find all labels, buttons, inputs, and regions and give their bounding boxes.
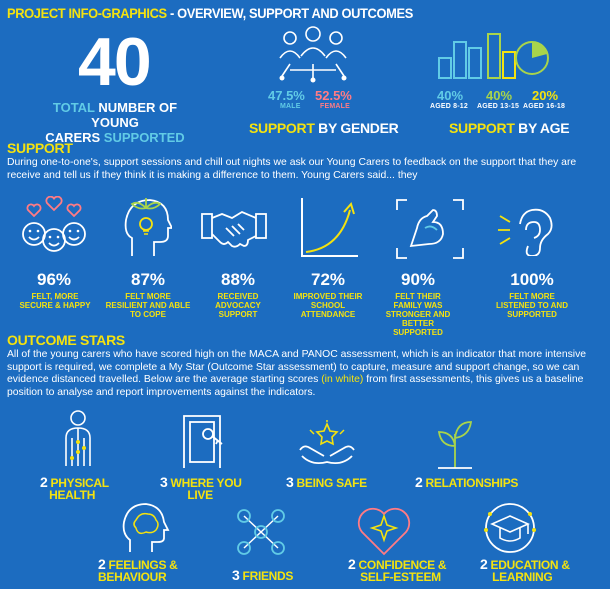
age-pct-1: 40%	[437, 88, 464, 103]
flexed-arm-icon	[396, 199, 464, 259]
star-label-6a: FRIENDS	[242, 569, 294, 583]
star-label-3a: BEING SAFE	[296, 476, 368, 490]
outcome-para-c: from first assessments, this gives us a …	[7, 374, 584, 398]
star-label-1a: PHYSICAL	[50, 476, 110, 490]
star-label-2a: WHERE YOU	[170, 476, 242, 490]
star-score-3: 3	[286, 474, 294, 490]
support-pct-5: 90%	[400, 270, 436, 289]
star-where-you-live: 3 WHERE YOU LIVE	[160, 474, 242, 502]
star-score-4: 2	[415, 474, 423, 490]
outcome-paragraph: All of the young carers who have scored …	[7, 349, 605, 399]
age-title: SUPPORT BY AGE	[449, 120, 570, 136]
head-plant-icon	[124, 198, 172, 256]
brain-head-icon	[122, 503, 170, 552]
support-label-5: FELT THEIR FAMILY WAS STRONGER AND BETTE…	[385, 292, 451, 337]
star-label-4a: RELATIONSHIPS	[425, 476, 519, 490]
age-pct-3: 20%	[532, 88, 559, 103]
graduation-cap-icon	[484, 503, 536, 553]
total-caption: TOTAL NUMBER OF YOUNG CARERS SUPPORTED	[35, 100, 195, 145]
star-education: 2 EDUCATION & LEARNING	[480, 556, 570, 584]
support-label-4: IMPROVED THEIR SCHOOL ATTENDANCE	[293, 292, 363, 319]
title-part-1: PROJECT INFO-GRAPHICS	[7, 5, 167, 21]
ear-icon	[498, 208, 553, 256]
support-pct-1: 96%	[36, 270, 72, 289]
body-icon	[65, 410, 91, 466]
star-score-8: 2	[480, 556, 488, 572]
age-title-b: BY AGE	[518, 120, 570, 136]
star-feelings-behaviour: 2 FEELINGS & BEHAVIOUR	[98, 556, 178, 584]
star-label-8b: LEARNING	[492, 570, 553, 584]
star-score-1: 2	[40, 474, 48, 490]
star-label-1b: HEALTH	[49, 488, 96, 502]
star-score-6: 3	[232, 567, 240, 583]
outcome-para-a: All of the young carers who have scored …	[7, 349, 587, 386]
star-label-5b: BEHAVIOUR	[98, 570, 167, 584]
star-being-safe: 3 BEING SAFE	[286, 474, 368, 490]
hands-star-icon	[299, 420, 355, 465]
title-part-2: - OVERVIEW, SUPPORT AND OUTCOMES	[166, 5, 413, 21]
support-label-2: FELT MORE RESILIENT AND ABLE TO COPE	[105, 292, 191, 319]
total-number: 40	[78, 24, 152, 100]
star-label-7b: SELF-ESTEEM	[360, 570, 441, 584]
support-pct-6: 100%	[510, 270, 554, 289]
age-pct-2: 40%	[486, 88, 513, 103]
male-label: MALE	[280, 103, 301, 110]
network-people-icon	[237, 509, 285, 555]
support-pct-3: 88%	[220, 270, 256, 289]
star-label-5a: FEELINGS &	[108, 558, 178, 572]
total-line2a: CARERS	[45, 130, 104, 145]
support-label-1: FELT, MORE SECURE & HAPPY	[19, 292, 91, 310]
support-paragraph: During one-to-one's, support sessions an…	[7, 157, 577, 181]
total-line2b: SUPPORTED	[103, 130, 185, 145]
sprout-icon	[437, 421, 473, 469]
star-relationships: 2 RELATIONSHIPS	[415, 474, 519, 490]
support-heading: SUPPORT	[7, 140, 73, 156]
star-score-2: 3	[160, 474, 168, 490]
age-label-1: AGED 8-12	[430, 103, 468, 110]
growth-curve-icon	[301, 198, 358, 257]
male-pct: 47.5%	[268, 88, 305, 103]
gender-title: SUPPORT BY GENDER	[249, 120, 399, 136]
bar-chart-icon	[438, 33, 549, 79]
star-confidence: 2 CONFIDENCE & SELF-ESTEEM	[348, 556, 447, 584]
female-pct: 52.5%	[315, 88, 352, 103]
support-label-3: RECEIVED ADVOCACY SUPPORT	[215, 292, 261, 319]
age-label-2: AGED 13-15	[477, 103, 520, 110]
total-line1: NUMBER OF YOUNG	[91, 100, 178, 130]
smiley-faces-icon	[22, 196, 86, 252]
total-word: TOTAL	[52, 100, 95, 115]
star-physical-health: 2 PHYSICAL HEALTH	[40, 474, 110, 502]
star-heart-icon	[357, 507, 411, 556]
star-label-8a: EDUCATION &	[490, 558, 570, 572]
star-score-5: 2	[98, 556, 106, 572]
star-score-7: 2	[348, 556, 356, 572]
star-label-2b: LIVE	[187, 488, 213, 502]
handshake-icon	[201, 210, 267, 248]
support-pct-2: 87%	[130, 270, 166, 289]
star-label-7a: CONFIDENCE &	[358, 558, 447, 572]
female-label: FEMALE	[320, 103, 350, 110]
outcome-para-b: (in white)	[321, 374, 364, 386]
page-title: PROJECT INFO-GRAPHICS - OVERVIEW, SUPPOR…	[7, 5, 413, 21]
star-friends: 3 FRIENDS	[232, 567, 294, 583]
outcome-heading: OUTCOME STARS	[7, 332, 125, 348]
door-icon	[183, 415, 223, 468]
support-pct-4: 72%	[310, 270, 346, 289]
people-group-icon	[279, 26, 347, 83]
support-label-6: FELT MORE LISTENED TO AND SUPPORTED	[495, 292, 568, 319]
age-label-3: AGED 16-18	[523, 103, 566, 110]
gender-title-b: BY GENDER	[318, 120, 399, 136]
age-title-a: SUPPORT	[449, 120, 519, 136]
gender-title-a: SUPPORT	[249, 120, 319, 136]
